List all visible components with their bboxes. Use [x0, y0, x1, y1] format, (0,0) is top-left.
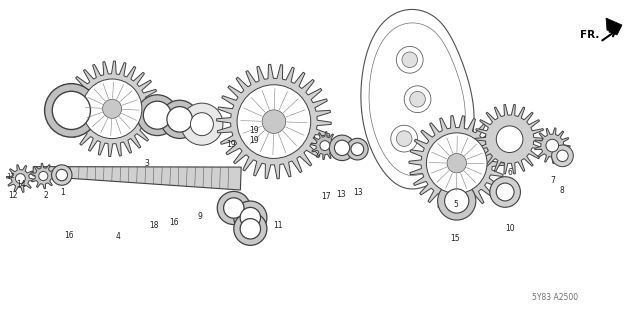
- Polygon shape: [361, 10, 474, 189]
- Circle shape: [56, 169, 68, 181]
- Circle shape: [396, 46, 423, 73]
- Text: 12: 12: [8, 191, 17, 200]
- Text: 15: 15: [450, 234, 461, 243]
- Circle shape: [390, 125, 418, 152]
- Circle shape: [445, 189, 469, 213]
- Text: 16: 16: [64, 231, 74, 240]
- Text: 11: 11: [273, 221, 282, 230]
- Circle shape: [39, 172, 48, 180]
- Text: 10: 10: [505, 224, 515, 233]
- Polygon shape: [6, 165, 34, 192]
- Circle shape: [329, 135, 355, 161]
- Polygon shape: [64, 61, 160, 156]
- Circle shape: [240, 219, 261, 239]
- Circle shape: [181, 103, 223, 145]
- Text: 3: 3: [144, 159, 149, 168]
- Text: 2: 2: [43, 191, 48, 200]
- Circle shape: [45, 84, 98, 137]
- Circle shape: [447, 154, 466, 173]
- Circle shape: [167, 107, 192, 132]
- Circle shape: [351, 143, 364, 156]
- Circle shape: [546, 139, 559, 152]
- Circle shape: [137, 95, 178, 136]
- Text: 14: 14: [16, 180, 26, 188]
- Circle shape: [396, 131, 412, 147]
- Circle shape: [143, 101, 171, 129]
- Circle shape: [496, 183, 514, 201]
- Circle shape: [217, 191, 250, 225]
- Text: 6: 6: [507, 168, 512, 177]
- Circle shape: [557, 150, 568, 162]
- Circle shape: [347, 138, 368, 160]
- Text: 19: 19: [248, 126, 259, 135]
- Polygon shape: [31, 163, 56, 189]
- Text: 5: 5: [453, 200, 458, 209]
- Text: 5Y83 A2500: 5Y83 A2500: [532, 293, 578, 302]
- Polygon shape: [534, 128, 570, 164]
- Circle shape: [15, 174, 25, 183]
- Polygon shape: [475, 104, 545, 174]
- Circle shape: [103, 99, 122, 118]
- Text: 9: 9: [197, 212, 203, 221]
- Polygon shape: [33, 167, 241, 190]
- Circle shape: [410, 92, 426, 107]
- Circle shape: [240, 207, 261, 228]
- Circle shape: [262, 110, 285, 133]
- Circle shape: [404, 86, 431, 113]
- Circle shape: [320, 141, 330, 150]
- Circle shape: [426, 133, 487, 194]
- Polygon shape: [369, 23, 465, 175]
- Polygon shape: [311, 132, 339, 160]
- Circle shape: [334, 140, 350, 156]
- Text: 13: 13: [353, 188, 363, 196]
- Circle shape: [234, 201, 267, 234]
- Polygon shape: [409, 116, 505, 211]
- Circle shape: [52, 165, 72, 185]
- Text: FR.: FR.: [580, 30, 599, 40]
- Circle shape: [438, 182, 476, 220]
- Circle shape: [234, 212, 267, 245]
- Polygon shape: [217, 64, 331, 179]
- Circle shape: [496, 126, 523, 153]
- Text: 16: 16: [169, 218, 179, 227]
- Circle shape: [82, 79, 142, 139]
- Text: 8: 8: [559, 186, 564, 195]
- Text: 1: 1: [60, 188, 65, 196]
- Text: 12: 12: [6, 172, 15, 179]
- Text: 17: 17: [321, 192, 331, 201]
- Circle shape: [237, 85, 311, 158]
- Polygon shape: [606, 18, 622, 35]
- Text: 19: 19: [248, 136, 259, 145]
- Text: 4: 4: [115, 232, 120, 241]
- Text: 19: 19: [225, 140, 236, 149]
- Circle shape: [490, 177, 520, 207]
- Text: 13: 13: [336, 190, 346, 199]
- Circle shape: [402, 52, 418, 68]
- Text: 18: 18: [150, 221, 159, 230]
- Circle shape: [52, 91, 90, 130]
- Circle shape: [552, 145, 573, 167]
- Circle shape: [224, 198, 244, 218]
- Circle shape: [161, 100, 199, 139]
- Circle shape: [190, 113, 213, 136]
- Text: 7: 7: [550, 176, 555, 185]
